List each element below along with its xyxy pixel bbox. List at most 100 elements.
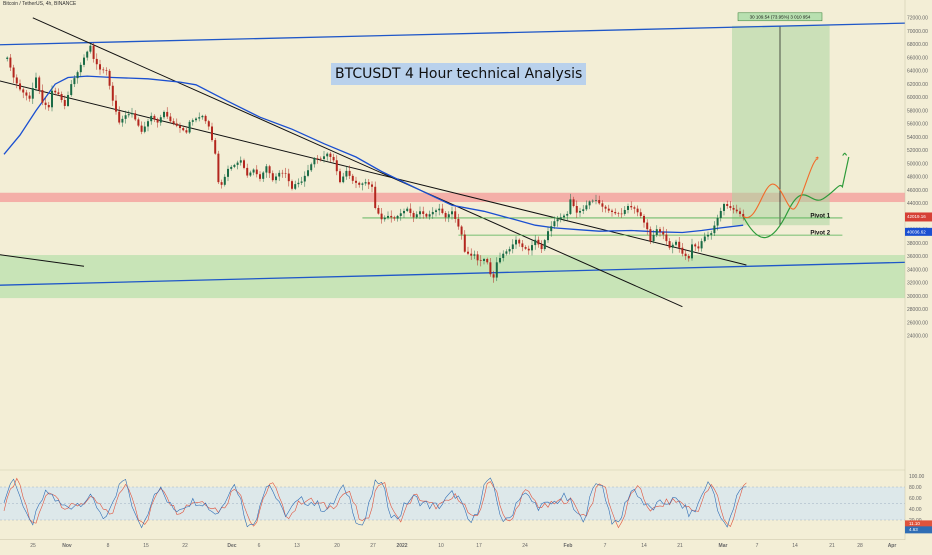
candle-body (44, 102, 47, 105)
candle-body (617, 213, 620, 214)
candle-body (457, 218, 460, 227)
price-tick-label: 72000.00 (907, 16, 928, 22)
bullish-arrowhead (842, 152, 848, 156)
candle-body (102, 69, 105, 71)
candle-body (649, 229, 652, 242)
candle-body (339, 171, 341, 183)
pivot-label-1: Pivot 1 (810, 213, 830, 219)
candle-body (675, 241, 677, 245)
candle-body (742, 213, 745, 217)
candle-body (700, 241, 703, 249)
candle-body (150, 115, 153, 122)
stoch-rsi-k-line (3, 477, 747, 529)
candle-body (262, 172, 265, 179)
candle-body (367, 182, 370, 185)
candle-body (563, 215, 565, 218)
candle-body (115, 100, 117, 112)
candle-body (710, 233, 713, 235)
candle-body (579, 210, 581, 213)
candle-body (451, 211, 453, 215)
candle-body (236, 162, 239, 165)
price-tick-label: 46000.00 (907, 188, 928, 194)
candle-body (76, 72, 79, 79)
candle-body (351, 175, 354, 181)
candle-body (15, 77, 18, 84)
bullish-projection-path (742, 156, 850, 239)
candle-body (243, 160, 245, 168)
candle-body (620, 213, 623, 215)
candle-body (265, 166, 268, 173)
candle-body (143, 126, 146, 132)
candle-body (335, 160, 338, 172)
candle-body (38, 77, 41, 91)
candle-body (127, 114, 130, 116)
candle-body (467, 251, 469, 254)
price-tick-label: 50000.00 (907, 161, 928, 167)
price-tick-label: 58000.00 (907, 108, 928, 114)
candle-body (67, 95, 69, 106)
candle-body (460, 226, 463, 235)
time-tick-label: 21 (829, 543, 835, 549)
candle-body (470, 253, 473, 256)
price-tick-label: 30000.00 (907, 294, 928, 300)
candle-body (739, 211, 741, 214)
time-tick-label: 6 (258, 543, 261, 549)
candle-body (345, 170, 348, 177)
candle-body (425, 213, 428, 217)
candle-body (201, 115, 204, 118)
candle-body (604, 206, 607, 209)
price-tick-label: 44000.00 (907, 201, 928, 207)
candle-body (547, 231, 549, 241)
time-tick-label: 20 (334, 543, 340, 549)
candle-body (428, 214, 431, 217)
time-tick-label: 10 (438, 543, 444, 549)
time-tick-label: 27 (370, 543, 376, 549)
rsi-value-tag-1 (905, 520, 932, 528)
target-projection-box (732, 25, 830, 226)
candle-body (697, 246, 700, 249)
candle-body (303, 175, 306, 182)
candle-body (726, 204, 729, 206)
rsi-value-1: 11.10 (909, 521, 920, 526)
candle-body (652, 235, 655, 242)
time-tick-label: 14 (641, 543, 647, 549)
candle-body (611, 210, 613, 212)
minor-downtrend-line (0, 254, 85, 267)
ma-price-tag-text: 40036.62 (907, 229, 926, 234)
candle-body (111, 85, 114, 101)
price-axis[interactable] (905, 0, 932, 540)
time-tick-label: Nov (62, 543, 72, 549)
candle-body (271, 173, 274, 181)
candle-body (687, 256, 690, 259)
candle-body (175, 123, 178, 126)
candle-body (668, 241, 671, 248)
candle-body (169, 116, 172, 122)
candle-body (662, 231, 665, 235)
time-tick-label: 22 (182, 543, 188, 549)
candle-body (719, 210, 722, 218)
rsi-tick-label: 100.00 (909, 474, 925, 480)
candle-body (259, 174, 261, 179)
price-tick-label: 66000.00 (907, 55, 928, 61)
candle-body (540, 244, 543, 250)
time-tick-label: 25 (30, 543, 36, 549)
candle-body (390, 215, 393, 218)
candle-body (534, 239, 537, 246)
time-tick-label: 7 (604, 543, 607, 549)
candle-body (463, 234, 466, 252)
price-tick-label: 68000.00 (907, 42, 928, 48)
time-tick-label: Dec (227, 543, 236, 549)
candle-body (575, 206, 578, 213)
candle-body (31, 88, 34, 99)
candle-body (108, 70, 111, 86)
candle-body (220, 182, 223, 185)
candle-body (246, 167, 249, 176)
candle-body (204, 115, 207, 122)
current-price-tag-text: 42019.16 (907, 214, 926, 219)
candle-body (287, 173, 290, 182)
candle-body (134, 113, 137, 120)
candle-body (22, 89, 25, 93)
rsi-tick-label: 80.00 (909, 485, 922, 491)
